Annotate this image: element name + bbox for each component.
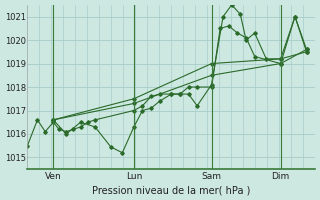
X-axis label: Pression niveau de la mer( hPa ): Pression niveau de la mer( hPa ) xyxy=(92,185,251,195)
